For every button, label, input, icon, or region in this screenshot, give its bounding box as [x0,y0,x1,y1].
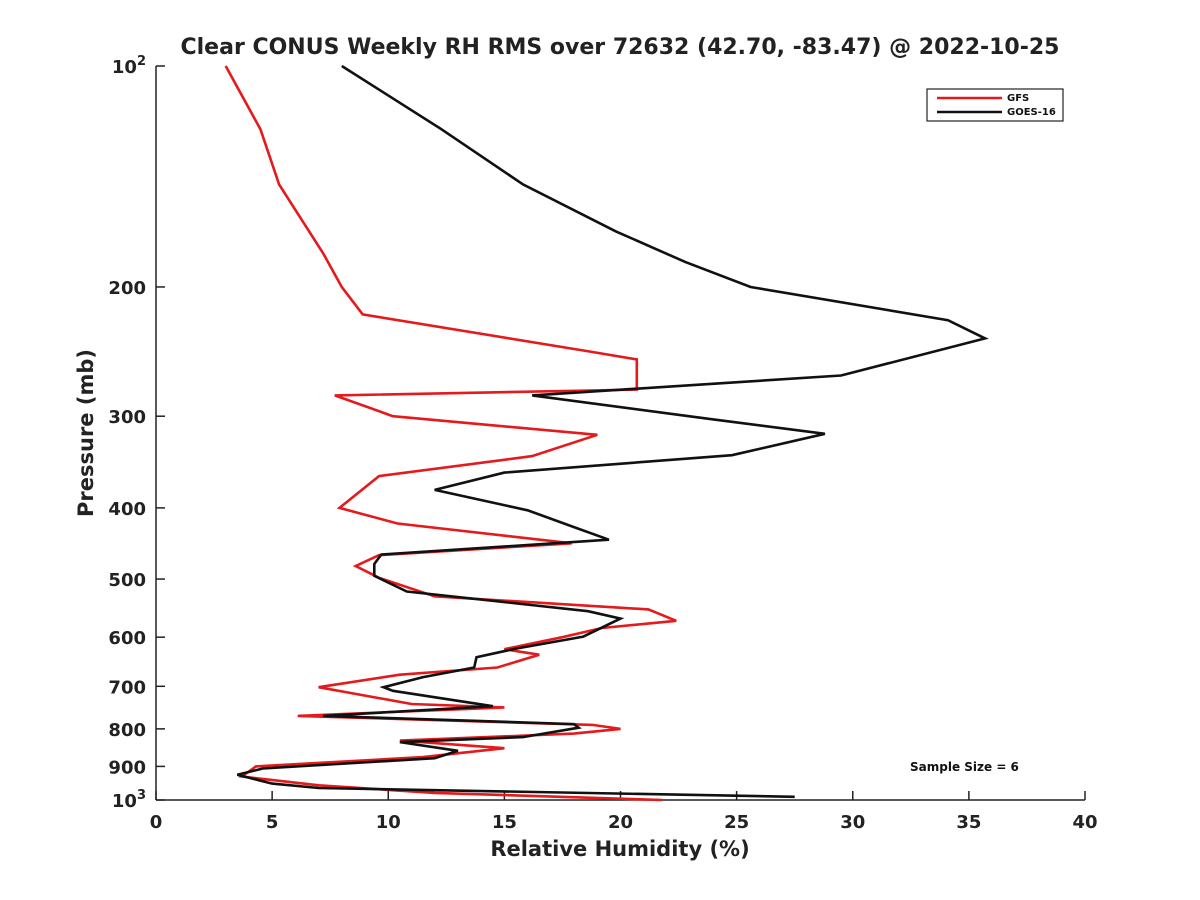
legend-label-goes16: GOES-16 [1007,107,1056,118]
x-tick-label: 30 [840,812,865,833]
legend-box [926,88,1064,122]
y-ticks: 102 200 300 400 500 600 700 800 900 103 [108,54,165,812]
y-tick-label: 700 [108,677,146,698]
chart-title: Clear CONUS Weekly RH RMS over 72632 (42… [181,35,1060,60]
y-tick-label: 102 [112,54,146,78]
x-ticks: 0 5 10 15 20 25 30 35 40 [150,791,1098,833]
legend-label-gfs: GFS [1007,93,1029,104]
y-tick-label: 300 [108,407,146,428]
x-tick-label: 35 [956,812,981,833]
x-axis-label: Relative Humidity (%) [490,837,749,861]
series-line-gfs [224,65,677,802]
sample-size-annotation: Sample Size = 6 [910,760,1019,774]
x-tick-label: 40 [1072,812,1097,833]
legend: GFS GOES-16 [926,88,1064,122]
x-tick-label: 25 [724,812,749,833]
y-tick-label: 900 [108,757,146,778]
x-tick-label: 10 [376,812,401,833]
y-tick-label: 400 [108,499,146,520]
x-tick-label: 15 [492,812,517,833]
y-tick-label: 600 [108,628,146,649]
y-tick-label: 800 [108,720,146,741]
y-tick-label: 500 [108,570,146,591]
y-tick-label: 200 [108,278,146,299]
series-lines [224,64,989,802]
plot-area [156,66,1085,800]
x-tick-label: 20 [608,812,633,833]
y-tick-label: 103 [112,788,146,812]
series-line-goes-16 [236,64,989,799]
x-tick-label: 5 [266,812,279,833]
y-axis-label: Pressure (mb) [74,349,98,517]
x-tick-label: 0 [150,812,163,833]
